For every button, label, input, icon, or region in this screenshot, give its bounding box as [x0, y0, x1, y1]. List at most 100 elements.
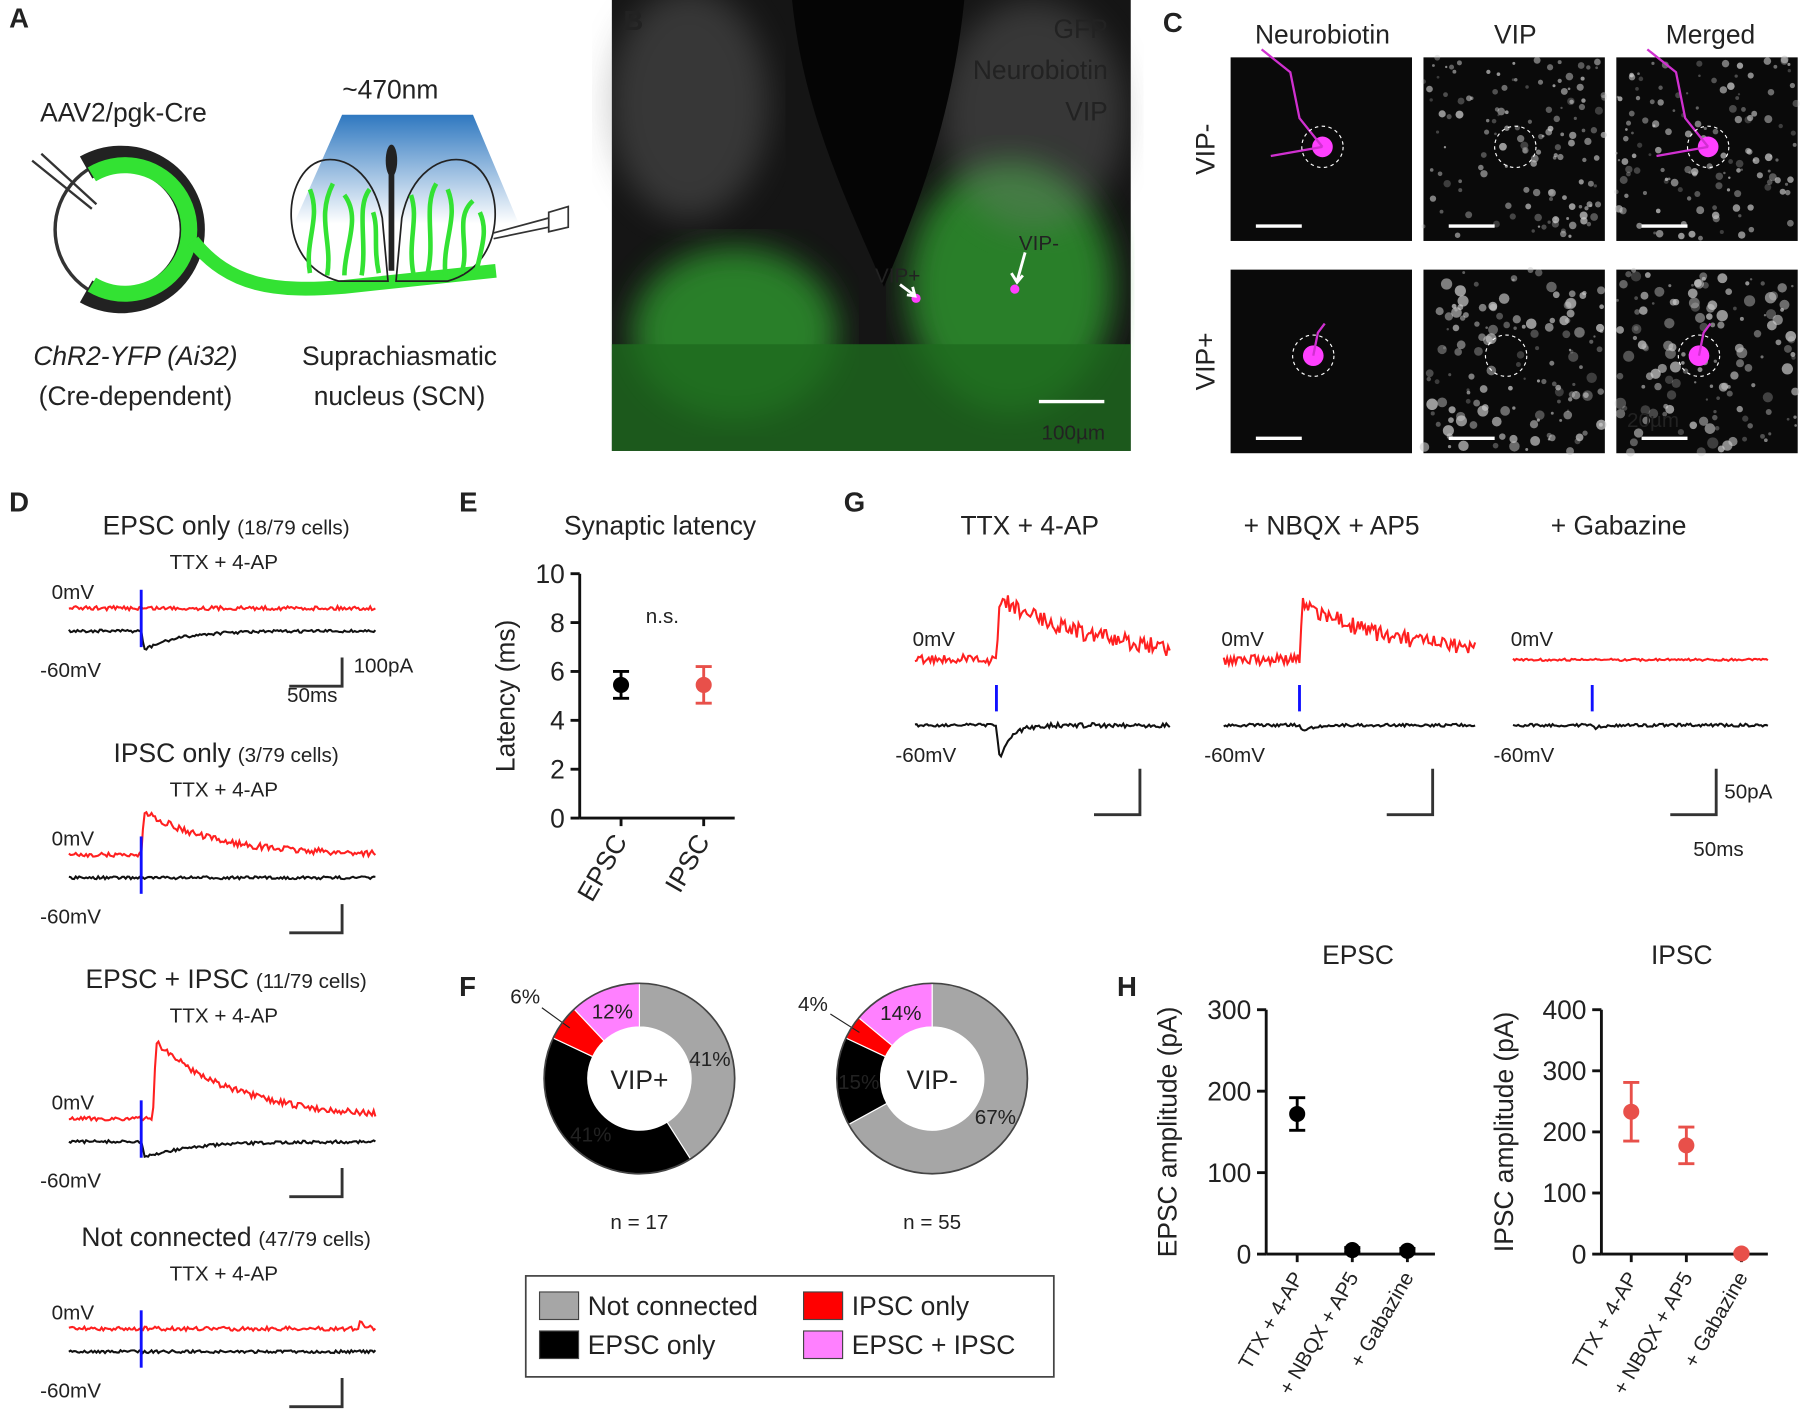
- speckle: [1728, 159, 1734, 164]
- speckle: [1552, 291, 1560, 299]
- trace: [914, 720, 1171, 759]
- speckle: [1785, 330, 1797, 342]
- speckle: [1779, 188, 1786, 195]
- speckle: [1497, 113, 1500, 117]
- speckle: [1645, 372, 1654, 380]
- speckle: [1730, 371, 1739, 380]
- speckle: [1662, 411, 1668, 417]
- speckle: [1633, 167, 1641, 174]
- speckle: [1633, 325, 1639, 331]
- speckle: [1437, 171, 1443, 177]
- speckle: [1696, 60, 1703, 67]
- speckle: [1677, 187, 1683, 193]
- speckle: [1537, 225, 1541, 228]
- vip-right: [941, 0, 1125, 230]
- speckle: [1557, 399, 1561, 404]
- speckle: [1595, 323, 1605, 333]
- speckle: [1432, 64, 1435, 67]
- speckle: [1565, 72, 1574, 81]
- speckle: [1565, 297, 1577, 309]
- voltage-label: -60mV: [40, 1170, 101, 1193]
- legend-swatch: [538, 1330, 580, 1360]
- speckle: [1560, 106, 1563, 110]
- center-label: VIP+: [610, 1065, 668, 1095]
- scale-label: 20µm: [1627, 409, 1679, 432]
- speckle: [1764, 153, 1773, 162]
- row-label: VIP-: [1191, 124, 1221, 175]
- speckle: [1690, 302, 1701, 312]
- speckle: [1617, 96, 1623, 102]
- speckle: [1568, 221, 1577, 230]
- speckle: [1641, 343, 1649, 351]
- speckle: [1629, 72, 1634, 78]
- speckle: [1493, 220, 1500, 228]
- speckle: [1619, 279, 1628, 289]
- speckle: [1791, 387, 1800, 396]
- speckle: [1580, 76, 1585, 81]
- value-label: 41%: [570, 1124, 611, 1147]
- section-title: Not connected (47/79 cells): [81, 1222, 370, 1252]
- speckle: [1452, 324, 1460, 332]
- trace: [68, 1320, 377, 1333]
- speckle: [1664, 177, 1669, 181]
- scale-label: 100pA: [354, 654, 414, 677]
- y-tick-label: 0: [1237, 1239, 1252, 1269]
- speckle: [1763, 57, 1772, 65]
- speckle: [1668, 343, 1677, 352]
- speckle: [1626, 171, 1631, 177]
- speckle: [1621, 158, 1629, 165]
- speckle: [1654, 382, 1662, 391]
- speckle: [1616, 326, 1624, 334]
- outline: [1494, 125, 1537, 169]
- speckle: [1614, 189, 1619, 195]
- speckle: [1721, 382, 1729, 390]
- legend-label: EPSC + IPSC: [852, 1330, 1015, 1360]
- speckle: [1498, 293, 1510, 304]
- speckle: [1448, 417, 1454, 423]
- speckle: [1525, 448, 1529, 451]
- speckle: [1512, 61, 1516, 65]
- speckle: [1548, 189, 1554, 195]
- speckle: [1505, 202, 1512, 209]
- speckle: [1473, 281, 1479, 287]
- panel-label: A: [9, 3, 29, 34]
- speckle: [1733, 306, 1737, 311]
- panel-label: C: [1163, 7, 1183, 38]
- speckle: [1568, 203, 1576, 210]
- speckle: [1713, 410, 1717, 414]
- speckle: [1658, 85, 1663, 90]
- arrow-label: VIP-: [1019, 232, 1059, 255]
- speckle: [1740, 168, 1743, 171]
- speckle: [1694, 278, 1705, 289]
- speckle: [1709, 384, 1714, 388]
- speckle: [1634, 296, 1638, 300]
- condition-title: TTX + 4-AP: [960, 511, 1099, 541]
- speckle: [1664, 375, 1674, 384]
- speckle: [1764, 115, 1773, 124]
- speckle: [1640, 405, 1651, 415]
- speckle: [1642, 117, 1649, 124]
- value-label: 67%: [975, 1106, 1016, 1129]
- donut-segment: [543, 1037, 692, 1175]
- speckle: [1535, 268, 1543, 277]
- speckle: [1582, 157, 1587, 163]
- speckle: [1434, 54, 1441, 61]
- speckle: [1738, 214, 1742, 218]
- speckle: [1548, 434, 1556, 442]
- x-tick-label: IPSC: [659, 829, 716, 897]
- speckle: [1515, 362, 1521, 367]
- mouse-line: ChR2-YFP (Ai32): [33, 341, 237, 371]
- speckle: [1531, 229, 1535, 233]
- speckle: [1527, 267, 1534, 273]
- value-label: 14%: [880, 1002, 921, 1025]
- speckle: [1642, 190, 1648, 196]
- scale-label: 50pA: [1724, 781, 1772, 804]
- speckle: [1462, 271, 1466, 274]
- speckle: [1451, 307, 1462, 318]
- count: (3/79 cells): [238, 744, 339, 767]
- speckle: [1728, 176, 1731, 179]
- speckle: [1631, 267, 1637, 273]
- speckle: [1551, 381, 1557, 387]
- speckle: [1478, 333, 1486, 341]
